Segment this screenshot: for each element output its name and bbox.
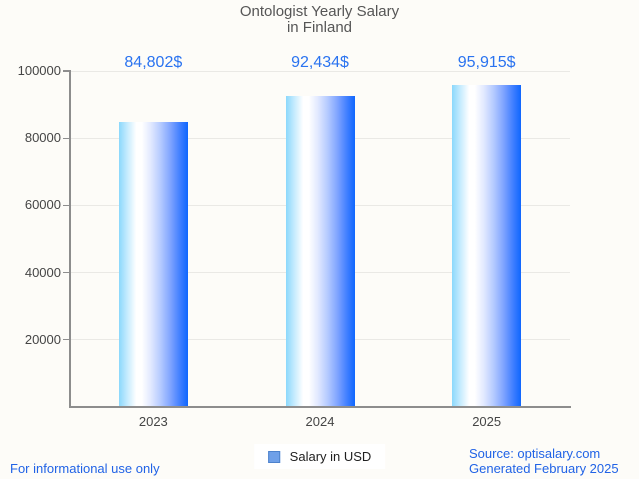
legend: Salary in USD [253,444,386,469]
y-axis-tick-label: 60000 [24,197,61,213]
legend-label: Salary in USD [289,449,372,464]
y-axis-tick-label: 20000 [24,331,61,347]
disclaimer-text: For informational use only [10,461,160,476]
source-block: Source: optisalary.com Generated Februar… [469,446,619,476]
y-axis-line [69,70,71,408]
x-axis-line [69,406,571,408]
chart-title-line1: Ontologist Yearly Salary [239,3,400,20]
bar-2023[interactable] [118,122,188,407]
gridline [70,70,570,72]
bar-value-label: 95,915$ [457,54,516,71]
x-axis-label: 2025 [472,414,502,429]
y-axis-tick [63,204,70,206]
generated-date: Generated February 2025 [469,461,619,476]
legend-marker-icon [267,450,280,463]
y-axis-tick [63,339,70,341]
bar-value-label: 92,434$ [291,54,349,71]
y-axis-tick [63,272,70,274]
y-axis-tick [63,70,70,72]
x-axis-label: 2024 [305,414,335,429]
chart-title: Ontologist Yearly Salary in Finland [0,4,639,36]
y-axis-tick [63,137,70,139]
y-axis-tick-label: 100000 [17,63,61,78]
bar-2024[interactable] [285,96,355,407]
y-axis-tick-label: 40000 [24,264,61,280]
y-axis-tick-label: 80000 [24,130,61,146]
bar-value-label: 84,802$ [124,54,183,71]
x-axis-label: 2023 [138,414,168,429]
source-link[interactable]: Source: optisalary.com [469,446,601,461]
chart-title-line2: in Finland [286,19,353,36]
bar-2025[interactable] [452,84,522,407]
